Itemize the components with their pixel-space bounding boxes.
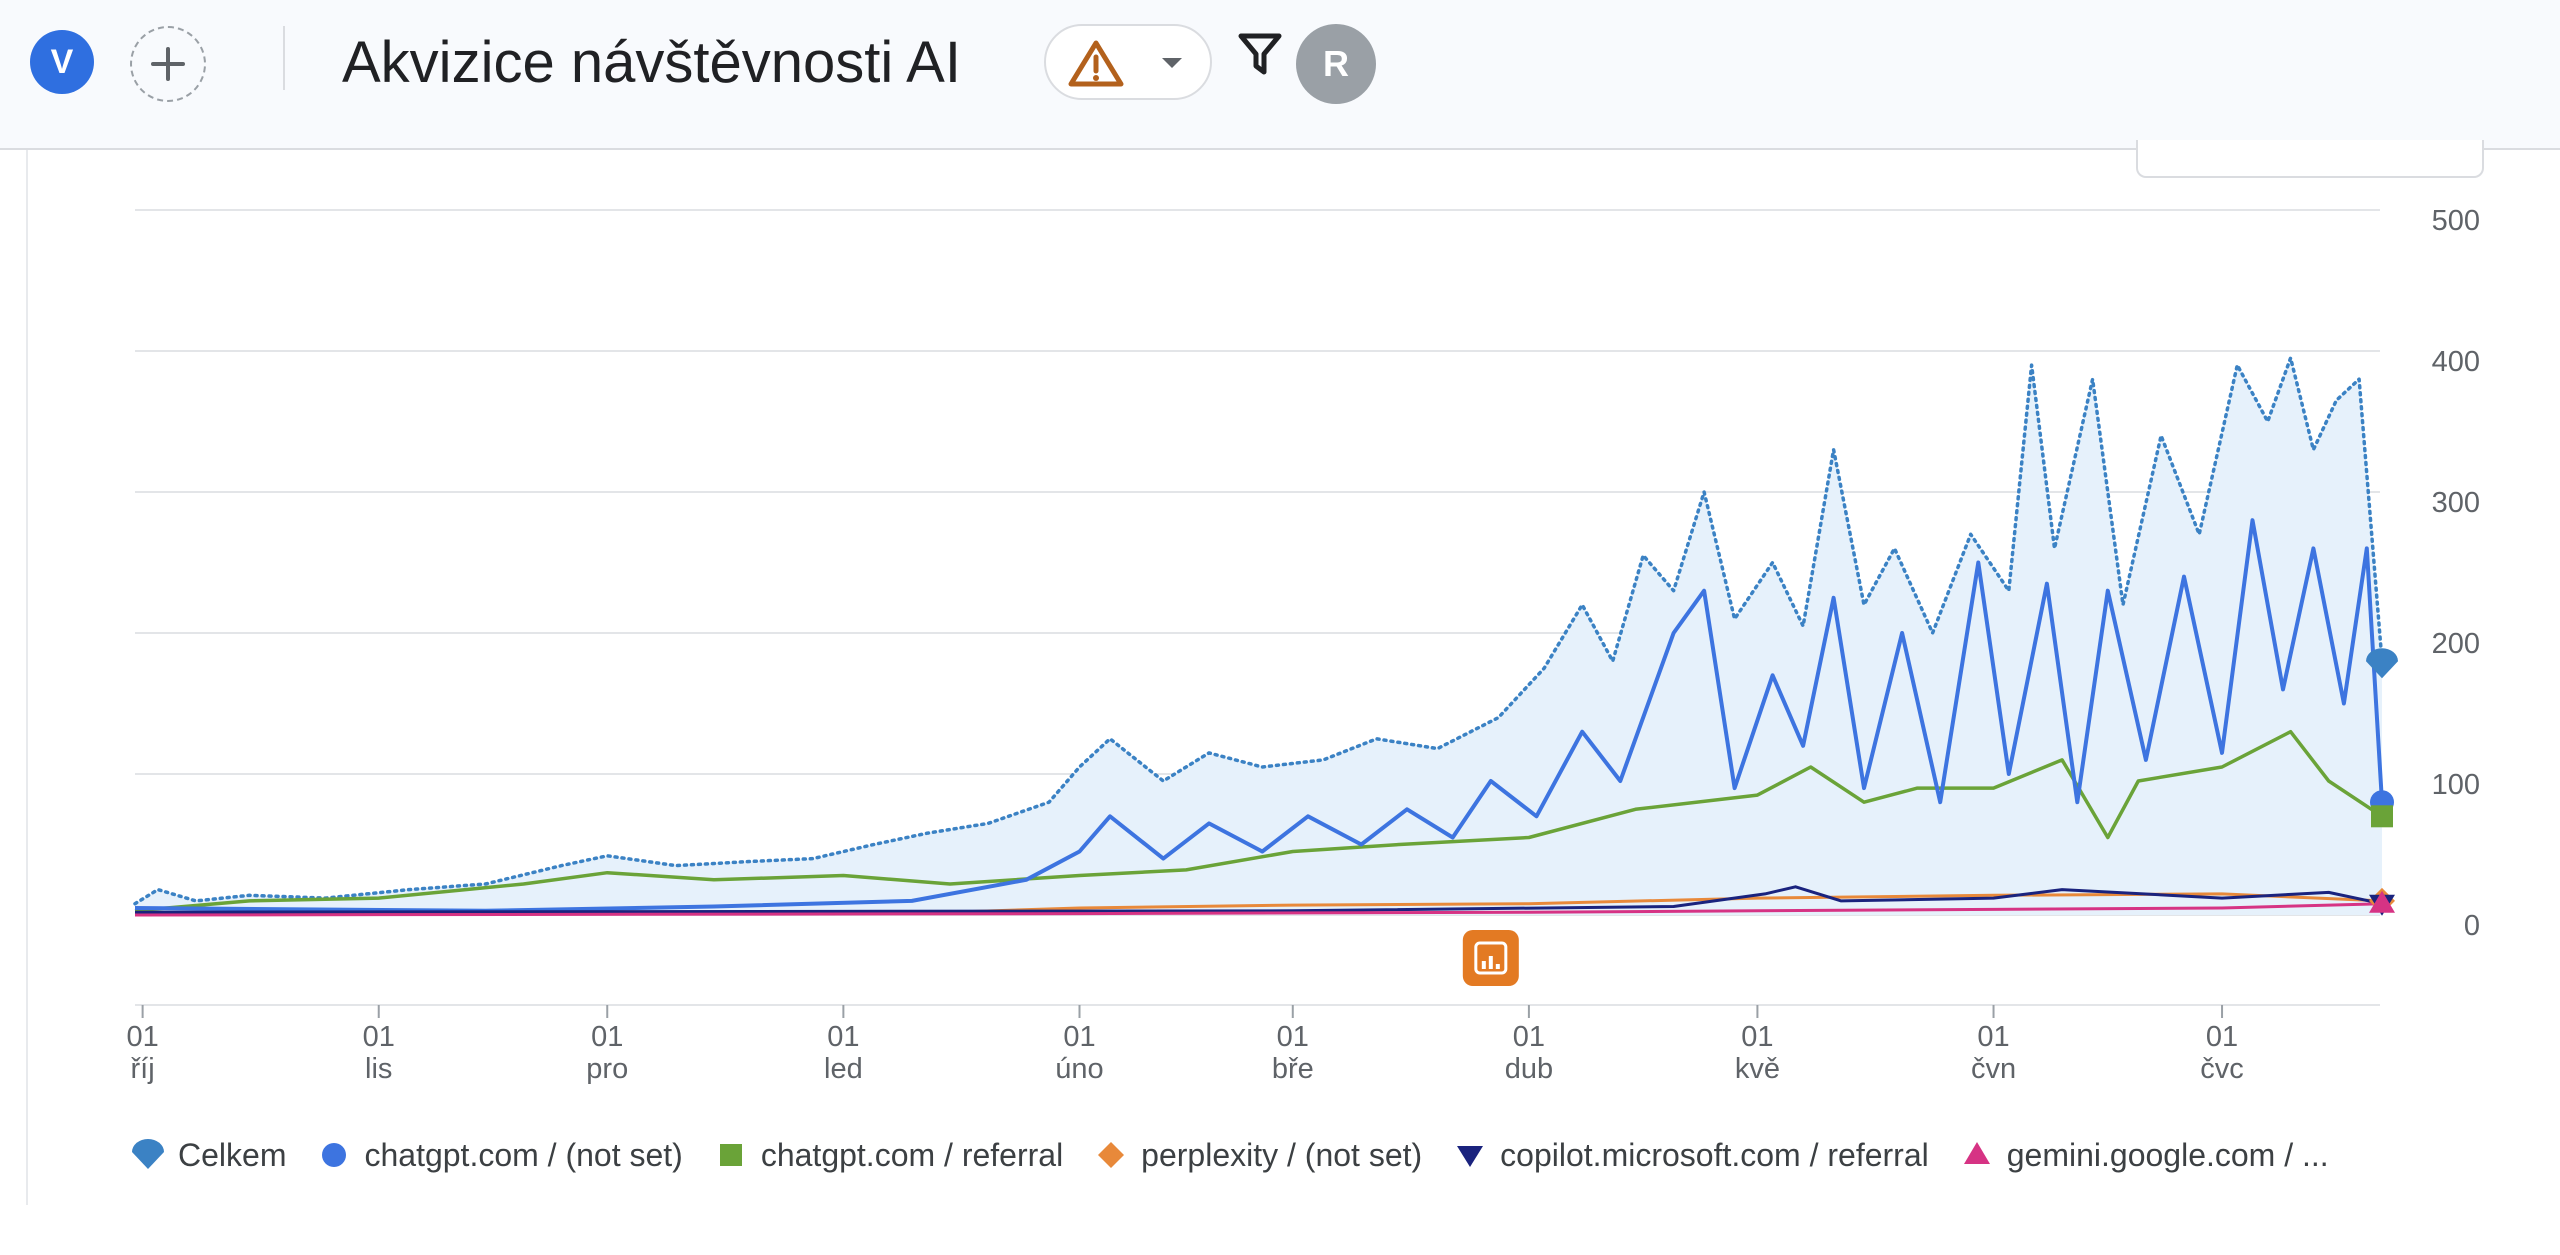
- legend-label: copilot.microsoft.com / referral: [1500, 1136, 1929, 1173]
- end-marker-total: [2366, 648, 2398, 679]
- legend-marker-copilot: [1457, 1146, 1484, 1167]
- data-quality-warning-chip[interactable]: [1044, 24, 1212, 100]
- chart-options-button[interactable]: [2136, 140, 2484, 178]
- x-tick-month: pro: [586, 1053, 628, 1085]
- insight-icon-bar: [1495, 964, 1500, 969]
- x-tick-month: bře: [1272, 1053, 1314, 1085]
- chevron-down-icon: [1162, 58, 1182, 68]
- series-line-total: [133, 356, 2384, 906]
- series-line-copilot: [134, 885, 2383, 914]
- x-tick-day: 01: [1513, 1021, 1545, 1053]
- legend-label: perplexity / (not set): [1141, 1136, 1423, 1173]
- legend-marker-gemini: [1963, 1142, 1990, 1164]
- add-comparison-button[interactable]: [130, 26, 206, 102]
- chart-series: [133, 356, 2384, 917]
- x-tick-month: lis: [365, 1053, 392, 1085]
- add-icon: [151, 47, 185, 81]
- legend-swatch-perplexity: [1098, 1142, 1125, 1168]
- y-tick-label: 200: [2432, 628, 2480, 660]
- x-tick-day: 01: [126, 1021, 158, 1053]
- legend-item-copilot[interactable]: copilot.microsoft.com / referral: [1452, 1137, 1929, 1174]
- insight-annotation[interactable]: [1462, 930, 1519, 986]
- x-tick-month: čvn: [1971, 1053, 2016, 1085]
- panel-left-border: [26, 150, 28, 1205]
- filter-icon[interactable]: [1238, 32, 1282, 76]
- legend-marker-total: [132, 1139, 164, 1169]
- insight-icon-bar: [1488, 956, 1493, 969]
- legend-item-chatgpt_not_set[interactable]: chatgpt.com / (not set): [316, 1136, 683, 1174]
- insight-icon-frame: [1474, 941, 1508, 975]
- legend-label: chatgpt.com / referral: [760, 1136, 1064, 1173]
- y-tick-label: 400: [2432, 346, 2480, 378]
- legend-swatch-gemini: [1963, 1142, 1990, 1164]
- y-tick-label: 300: [2432, 487, 2480, 519]
- x-tick-month: úno: [1055, 1053, 1103, 1085]
- x-tick-month: čvc: [2200, 1053, 2244, 1085]
- series-line-gemini: [134, 902, 2383, 917]
- user-avatar-initial: R: [1323, 43, 1349, 84]
- y-tick-label: 500: [2432, 205, 2480, 237]
- x-tick-day: 01: [363, 1021, 395, 1053]
- y-tick-label: 100: [2432, 769, 2480, 801]
- end-marker-gemini: [2369, 890, 2395, 913]
- chart-legend: Celkem chatgpt.com / (not set) chatgpt.com…: [130, 1130, 2490, 1180]
- series-area-total: [135, 358, 2382, 915]
- y-tick-label: 0: [2464, 910, 2480, 942]
- legend-label: chatgpt.com / (not set): [364, 1136, 683, 1173]
- legend-label: Celkem: [178, 1136, 287, 1173]
- warning-icon: [1068, 40, 1124, 87]
- series-end-markers: [2366, 648, 2398, 916]
- workspace-avatar-initial: V: [50, 42, 74, 81]
- header-divider: [283, 26, 285, 90]
- legend-swatch-chatgpt_referral: [719, 1144, 742, 1166]
- legend-swatch-chatgpt_not_set: [322, 1143, 347, 1167]
- legend-item-total[interactable]: Celkem: [130, 1137, 286, 1174]
- x-tick-day: 01: [1741, 1021, 1773, 1053]
- x-tick-day: 01: [1277, 1021, 1309, 1053]
- legend-marker-chatgpt_not_set: [322, 1143, 347, 1167]
- legend-swatch-copilot: [1457, 1146, 1484, 1167]
- x-tick-month: kvě: [1735, 1053, 1780, 1085]
- x-tick-day: 01: [1977, 1021, 2009, 1053]
- report-header: V Akvizice návštěvnosti AI R: [0, 0, 2560, 150]
- series-line-chatgpt_not_set: [134, 518, 2384, 913]
- x-axis-ticks: 01říj01lis01pro01led01úno01bře01dub01kvě…: [126, 1005, 2244, 1085]
- x-tick-month: říj: [131, 1053, 155, 1085]
- series-line-chatgpt_referral: [134, 729, 2383, 913]
- x-tick-month: dub: [1505, 1053, 1553, 1085]
- legend-item-chatgpt_referral[interactable]: chatgpt.com / referral: [713, 1137, 1063, 1174]
- legend-item-perplexity[interactable]: perplexity / (not set): [1093, 1137, 1422, 1174]
- legend-swatch-total: [132, 1139, 164, 1169]
- x-tick-day: 01: [1063, 1021, 1095, 1053]
- user-avatar[interactable]: R: [1296, 24, 1376, 104]
- page-title: Akvizice návštěvnosti AI: [342, 30, 961, 95]
- y-axis-ticks: 0 100 200 300 400 500: [2432, 205, 2480, 942]
- x-tick-day: 01: [2206, 1021, 2238, 1053]
- legend-label: gemini.google.com / ...: [2006, 1136, 2329, 1173]
- legend-marker-perplexity: [1098, 1142, 1125, 1168]
- x-tick-day: 01: [591, 1021, 623, 1053]
- legend-item-gemini[interactable]: gemini.google.com / ...: [1959, 1137, 2329, 1174]
- x-tick-day: 01: [827, 1021, 859, 1053]
- x-tick-month: led: [824, 1053, 863, 1085]
- insight-icon-bar: [1481, 961, 1486, 969]
- legend-marker-chatgpt_referral: [719, 1144, 742, 1166]
- workspace-avatar[interactable]: V: [30, 30, 94, 94]
- end-marker-chatgpt_referral: [2371, 805, 2393, 828]
